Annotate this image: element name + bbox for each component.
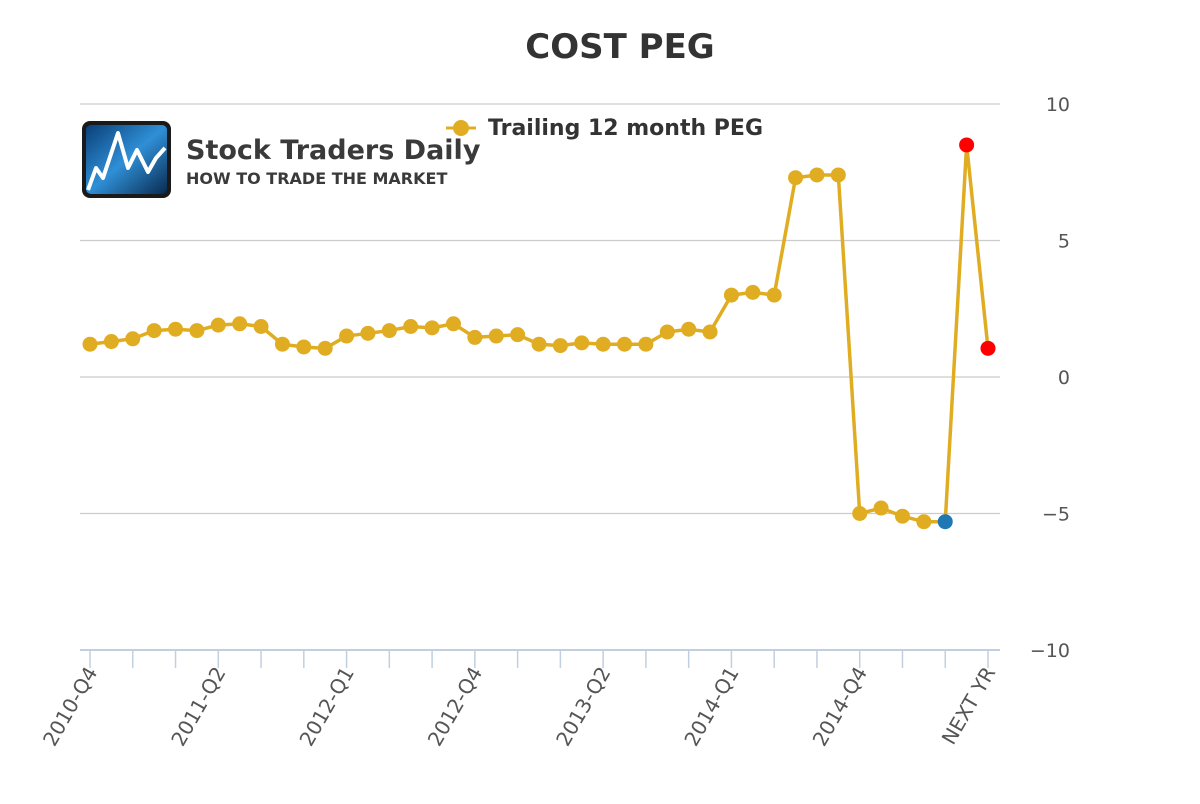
y-tick-label: 10 — [1046, 94, 1070, 116]
highlighted-data-point[interactable] — [959, 137, 975, 153]
data-point[interactable] — [830, 167, 846, 183]
data-point[interactable] — [681, 321, 697, 337]
data-point[interactable] — [852, 506, 868, 521]
legend-label[interactable]: Trailing 12 month PEG — [488, 116, 763, 141]
data-point[interactable] — [766, 287, 782, 303]
x-tick-label: 2014-Q4 — [808, 663, 872, 751]
data-point[interactable] — [595, 336, 611, 352]
highlighted-data-point[interactable] — [937, 514, 953, 530]
logo-tagline: HOW TO TRADE THE MARKET — [186, 169, 447, 188]
data-point[interactable] — [702, 324, 718, 340]
data-point[interactable] — [146, 323, 162, 339]
chart-title: COST PEG — [525, 27, 714, 67]
data-point[interactable] — [894, 508, 910, 524]
legend: Trailing 12 month PEG — [446, 116, 763, 141]
data-point[interactable] — [809, 167, 825, 183]
x-axis: 2010-Q4 2011-Q2 2012-Q1 2012-Q4 2013-Q2 2014-… — [38, 649, 1001, 751]
data-point[interactable] — [467, 329, 483, 345]
data-point[interactable] — [232, 316, 248, 332]
data-point[interactable] — [638, 336, 654, 352]
data-point[interactable] — [873, 500, 889, 516]
x-tick-label: 2010-Q4 — [38, 663, 102, 751]
data-point[interactable] — [445, 316, 461, 332]
logo-chart-icon — [86, 131, 167, 191]
data-point[interactable] — [659, 324, 675, 340]
x-tick-label: NEXT YR — [937, 662, 1001, 748]
logo-name: Stock Traders Daily — [186, 135, 481, 166]
data-point[interactable] — [574, 335, 590, 351]
y-tick-label: −5 — [1042, 504, 1070, 526]
data-point[interactable] — [788, 170, 804, 186]
data-point[interactable] — [103, 334, 119, 350]
data-point[interactable] — [531, 336, 547, 352]
y-tick-label: 5 — [1058, 231, 1070, 253]
data-point[interactable] — [617, 336, 633, 352]
y-tick-label: −10 — [1030, 640, 1070, 662]
data-point[interactable] — [510, 327, 526, 343]
x-tick-label: 2014-Q1 — [679, 663, 743, 751]
data-point[interactable] — [253, 318, 269, 334]
data-point[interactable] — [424, 320, 440, 336]
x-tick-label: 2012-Q1 — [294, 663, 358, 751]
data-point[interactable] — [189, 323, 205, 339]
data-point[interactable] — [274, 336, 290, 352]
y-tick-label: 0 — [1058, 367, 1070, 389]
data-point[interactable] — [296, 339, 312, 355]
x-tick-label: 2011-Q2 — [166, 663, 230, 751]
stock-traders-daily-logo: Stock Traders Daily HOW TO TRADE THE MAR… — [82, 121, 481, 198]
x-tick-label: 2013-Q2 — [551, 663, 615, 751]
data-point[interactable] — [403, 318, 419, 334]
data-point[interactable] — [317, 340, 333, 356]
data-point[interactable] — [745, 284, 761, 300]
data-point[interactable] — [360, 325, 376, 341]
series-layer — [82, 137, 996, 530]
data-point[interactable] — [125, 331, 141, 347]
data-point[interactable] — [168, 321, 184, 337]
highlighted-data-point[interactable] — [980, 340, 996, 356]
data-point[interactable] — [381, 323, 397, 339]
x-tick-label: 2012-Q4 — [423, 663, 487, 751]
data-point[interactable] — [82, 336, 98, 352]
data-point[interactable] — [339, 328, 355, 344]
data-point[interactable] — [916, 514, 932, 530]
legend-dot-marker — [453, 120, 469, 136]
data-point[interactable] — [723, 287, 739, 303]
data-point[interactable] — [488, 328, 504, 344]
data-point[interactable] — [210, 317, 226, 333]
data-point[interactable] — [552, 338, 568, 354]
series-line — [89, 143, 990, 524]
